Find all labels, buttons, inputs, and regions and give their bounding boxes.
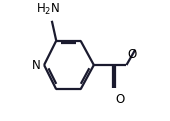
Text: N: N <box>32 59 41 72</box>
Text: O: O <box>128 48 137 61</box>
Text: H$_2$N: H$_2$N <box>36 2 61 17</box>
Text: O: O <box>115 93 125 106</box>
